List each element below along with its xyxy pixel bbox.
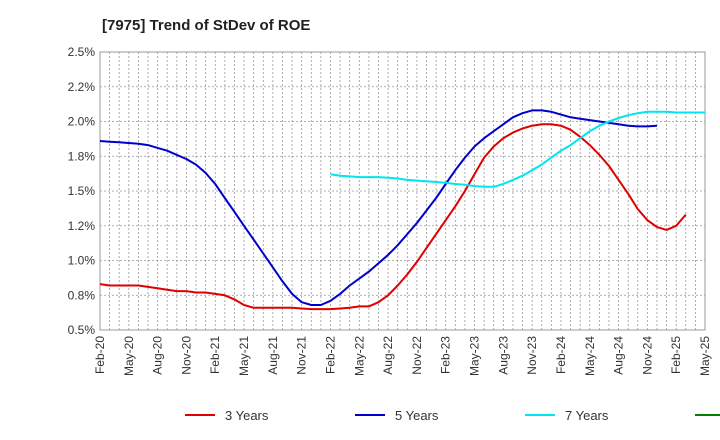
- x-tick-label: Aug-22: [381, 336, 395, 375]
- x-tick-label: Nov-20: [179, 336, 193, 375]
- y-axis: 0.5% 0.8% 1.0% 1.2% 1.5% 1.8% 2.0% 2.2% 2.5%: [68, 45, 96, 337]
- x-tick-label: May-20: [122, 336, 136, 376]
- chart-title: [7975] Trend of StDev of ROE: [102, 17, 310, 34]
- x-tick-label: Feb-25: [669, 336, 683, 374]
- legend-label: 7 Years: [565, 408, 609, 423]
- x-tick-label: May-21: [237, 336, 251, 376]
- x-tick-label: Feb-23: [439, 336, 453, 374]
- legend-label: 3 Years: [225, 408, 269, 423]
- x-tick-label: Aug-20: [151, 336, 165, 375]
- y-tick-label: 1.0%: [68, 254, 96, 268]
- y-tick-label: 0.8%: [68, 288, 96, 302]
- x-tick-label: Feb-21: [208, 336, 222, 374]
- x-tick-label: Feb-22: [323, 336, 337, 374]
- x-axis: Feb-20 May-20 Aug-20 Nov-20 Feb-21 May-21 Aug-…: [93, 336, 712, 376]
- x-tick-label: May-25: [698, 336, 712, 376]
- x-tick-label: Aug-24: [612, 336, 626, 375]
- x-tick-label: Nov-23: [525, 336, 539, 375]
- y-tick-label: 2.2%: [68, 80, 96, 94]
- plot-area: [99, 51, 706, 331]
- x-tick-label: Nov-24: [640, 336, 654, 375]
- x-tick-label: Aug-23: [496, 336, 510, 375]
- x-tick-label: Feb-24: [554, 336, 568, 374]
- series-lines: [99, 109, 705, 311]
- y-tick-label: 1.5%: [68, 184, 96, 198]
- x-tick-label: Nov-21: [295, 336, 309, 375]
- x-tick-label: Aug-21: [266, 336, 280, 375]
- y-tick-label: 1.2%: [68, 219, 96, 233]
- x-tick-label: Feb-20: [93, 336, 107, 374]
- y-tick-label: 2.0%: [68, 115, 96, 129]
- series-line: [330, 110, 705, 188]
- y-tick-label: 0.5%: [68, 323, 96, 337]
- y-tick-label: 1.8%: [68, 149, 96, 163]
- x-tick-label: May-22: [352, 336, 366, 376]
- plot-frame: [99, 51, 706, 331]
- series-line: [99, 123, 687, 311]
- x-tick-label: Nov-22: [410, 336, 424, 375]
- x-tick-label: May-23: [468, 336, 482, 376]
- y-tick-label: 2.5%: [68, 45, 96, 59]
- x-tick-label: May-24: [583, 336, 597, 376]
- legend-label: 5 Years: [395, 408, 439, 423]
- series-line: [99, 109, 658, 306]
